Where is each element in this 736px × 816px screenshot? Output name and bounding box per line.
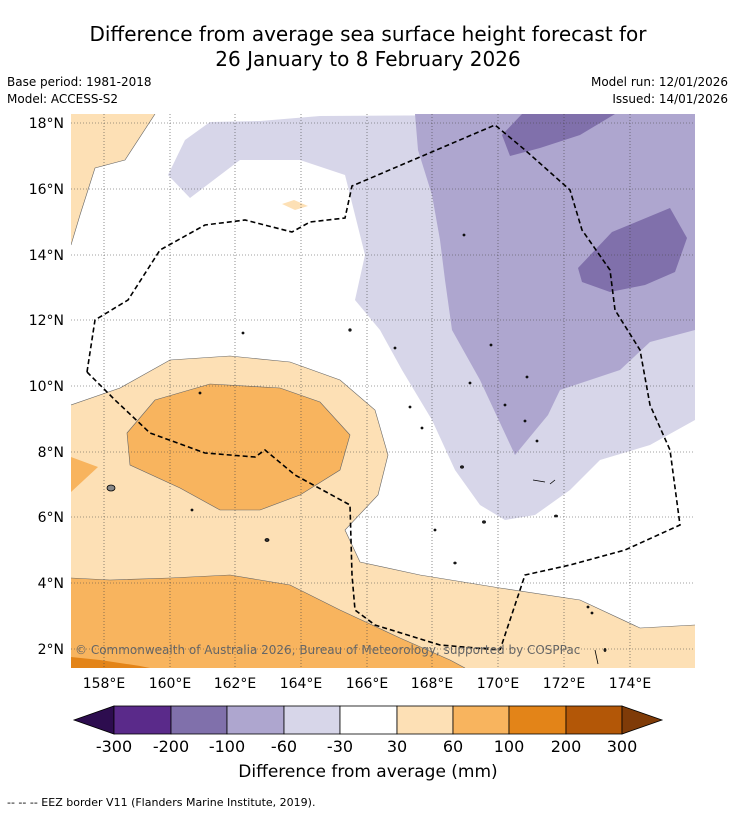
colorbar-extend-high <box>621 705 664 735</box>
colorbar-segment <box>113 705 172 735</box>
colorbar-tick: 30 <box>387 737 407 756</box>
colorbar-segment <box>452 705 510 735</box>
lon-label: 174°E <box>609 676 652 692</box>
colorbar-tick: -60 <box>271 737 297 756</box>
lat-label: 18°N <box>29 116 64 132</box>
contour-60-100-central <box>127 384 350 510</box>
colorbar-extend-low <box>72 705 115 735</box>
colorbar-segment <box>339 705 398 735</box>
lon-label: 162°E <box>214 676 257 692</box>
latitude-labels: 18°N 16°N 14°N 12°N 10°N 8°N 6°N 4°N 2°N <box>29 116 64 658</box>
colorbar-segment <box>170 705 228 735</box>
base-period: Base period: 1981-2018 <box>7 75 152 89</box>
lat-label: 12°N <box>29 313 64 329</box>
colorbar-tick: -200 <box>153 737 189 756</box>
model-name: Model: ACCESS-S2 <box>7 92 119 106</box>
colorbar-label: Difference from average (mm) <box>238 762 498 782</box>
lat-label: 2°N <box>38 642 64 658</box>
lat-label: 14°N <box>29 248 64 264</box>
lat-label: 6°N <box>38 510 64 526</box>
model-run: Model run: 12/01/2026 <box>590 75 728 89</box>
colorbar-segment <box>396 705 454 735</box>
colorbar-segment <box>508 705 567 735</box>
meta-right: Model run: 12/01/2026 Issued: 14/01/2026 <box>591 74 728 108</box>
longitude-labels: 158°E 160°E 162°E 164°E 166°E 168°E 170°… <box>83 676 652 692</box>
eez-borders <box>86 124 681 651</box>
eez-footnote: -- -- -- EEZ border V11 (Flanders Marine… <box>7 796 316 809</box>
contour-60-100-west <box>71 457 98 492</box>
colorbar-segment <box>565 705 623 735</box>
contour-30-60-patch <box>282 200 308 210</box>
lon-label: 160°E <box>149 676 192 692</box>
colorbar-segment <box>226 705 285 735</box>
colorbar-tick: 300 <box>607 737 638 756</box>
colorbar-segment <box>283 705 341 735</box>
colorbar-ticks: -300 -200 -100 -60 -30 30 60 100 200 300 <box>96 737 637 756</box>
lon-label: 158°E <box>83 676 126 692</box>
colorbar-tick: -100 <box>209 737 245 756</box>
contour-minus100-minus200-east <box>578 208 687 292</box>
colorbar-tick: 200 <box>551 737 582 756</box>
title-line-1: Difference from average sea surface heig… <box>89 22 647 46</box>
islands <box>106 233 607 665</box>
lon-label: 168°E <box>411 676 454 692</box>
lat-label: 16°N <box>29 182 64 198</box>
graticule <box>71 114 695 668</box>
title-line-2: 26 January to 8 February 2026 <box>215 47 521 71</box>
lat-label: 8°N <box>38 445 64 461</box>
colorbar-tick: -30 <box>327 737 353 756</box>
contour-minus60-minus100 <box>415 114 695 455</box>
colorbar-tick: 60 <box>443 737 463 756</box>
meta-left: Base period: 1981-2018 Model: ACCESS-S2 <box>7 74 152 108</box>
lon-label: 172°E <box>543 676 586 692</box>
lat-label: 10°N <box>29 379 64 395</box>
colorbar-tick: -300 <box>96 737 132 756</box>
copyright-text: © Commonwealth of Australia 2026, Bureau… <box>75 643 580 657</box>
lat-label: 4°N <box>38 576 64 592</box>
contour-minus100-minus200-north <box>502 114 615 156</box>
lon-label: 170°E <box>477 676 520 692</box>
contour-60-100-south <box>71 575 465 668</box>
map-title: Difference from average sea surface heig… <box>0 22 736 72</box>
issued-date: Issued: 14/01/2026 <box>612 92 728 106</box>
contour-30-60-north <box>71 114 155 245</box>
lon-label: 164°E <box>280 676 323 692</box>
colorbar <box>72 705 664 735</box>
contour-lines <box>71 114 695 668</box>
lon-label: 166°E <box>346 676 389 692</box>
contour-100-200-south <box>71 657 150 668</box>
colorbar-tick: 100 <box>494 737 525 756</box>
map-plot-area: © Commonwealth of Australia 2026, Bureau… <box>71 114 695 668</box>
